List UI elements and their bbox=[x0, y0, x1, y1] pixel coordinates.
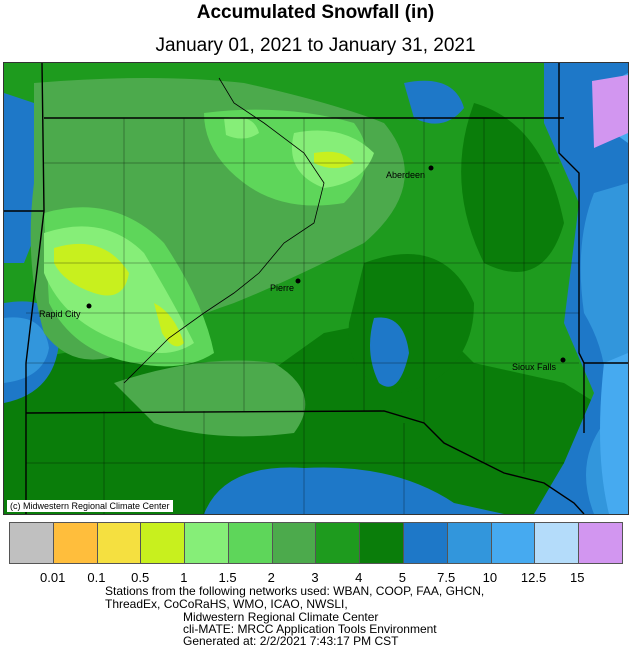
city-aberdeen: Aberdeen bbox=[386, 165, 434, 180]
city-rapid-city: Rapid City bbox=[39, 303, 92, 319]
legend-label: 10 bbox=[482, 570, 498, 585]
legend-label: 15 bbox=[570, 570, 585, 585]
legend-swatch bbox=[360, 523, 405, 563]
copyright-notice: (c) Midwestern Regional Climate Center bbox=[7, 500, 173, 512]
snow-zone-7in-south bbox=[204, 467, 504, 514]
footer-networks-1: Stations from the following networks use… bbox=[105, 584, 485, 598]
snow-zone-1in-rapid bbox=[54, 243, 129, 296]
legend-label: 7.5 bbox=[437, 570, 456, 585]
snow-zone-1in-northwest bbox=[224, 117, 259, 139]
legend-swatch bbox=[579, 523, 622, 563]
city-label: Aberdeen bbox=[386, 170, 425, 180]
legend-label: 0.5 bbox=[131, 570, 150, 585]
snow-zone-12in-se bbox=[600, 353, 628, 514]
snowfall-map: Aberdeen Pierre Rapid City Sioux Falls (… bbox=[3, 62, 629, 515]
map-subtitle: January 01, 2021 to January 31, 2021 bbox=[155, 35, 476, 56]
legend-label: 4 bbox=[355, 570, 363, 585]
legend-swatch bbox=[97, 523, 142, 563]
county-lines bbox=[26, 118, 579, 514]
legend-swatch bbox=[447, 523, 492, 563]
footer-tool: cli-MATE: MRCC Application Tools Environ… bbox=[183, 622, 437, 636]
city-sioux-falls: Sioux Falls bbox=[512, 357, 566, 372]
snow-zone-7in-lake bbox=[370, 317, 409, 387]
legend-swatch bbox=[53, 523, 98, 563]
legend-swatch bbox=[141, 523, 186, 563]
legend-label: 1 bbox=[180, 570, 188, 585]
legend-swatch bbox=[185, 523, 229, 563]
snow-zone-1in-hills bbox=[154, 303, 184, 347]
snowfall-map-canvas: Aberdeen Pierre Rapid City Sioux Falls bbox=[4, 63, 628, 514]
legend-labels: 0.01 0.1 0.5 1 1.5 2 3 4 5 7.5 10 12.5 15 bbox=[9, 570, 621, 586]
legend-label: 1.5 bbox=[218, 570, 237, 585]
legend-swatch bbox=[491, 523, 536, 563]
legend-swatch bbox=[535, 523, 580, 563]
legend-label: 0.01 bbox=[40, 570, 66, 585]
legend-label: 2 bbox=[267, 570, 275, 585]
footer-org: Midwestern Regional Climate Center bbox=[183, 610, 379, 624]
legend-swatch bbox=[404, 523, 448, 563]
legend-label: 5 bbox=[398, 570, 407, 585]
snow-zone-3in-south bbox=[114, 360, 306, 437]
legend-label: 0.1 bbox=[87, 570, 106, 585]
legend-label: 12.5 bbox=[520, 570, 547, 585]
legend-swatch bbox=[272, 523, 317, 563]
legend-label: 3 bbox=[311, 570, 319, 585]
snow-zone-15in-ne bbox=[592, 75, 628, 148]
missouri-river bbox=[123, 77, 325, 384]
city-label: Pierre bbox=[270, 283, 294, 293]
legend-swatch bbox=[316, 523, 361, 563]
snow-zone-5in-east bbox=[461, 103, 564, 272]
footer-generated: Generated at: 2/2/2021 7:43:17 PM CST bbox=[183, 634, 399, 648]
legend-swatch bbox=[10, 523, 54, 563]
snow-zone-10in-rapid bbox=[4, 317, 49, 383]
city-pierre: Pierre bbox=[270, 278, 301, 293]
footer-networks-2: ThreadEx, CoCoRaHS, WMO, ICAO, NWSLI, bbox=[105, 597, 348, 611]
legend-swatch bbox=[228, 523, 273, 563]
snow-zone-7in-north bbox=[404, 80, 464, 124]
snow-zone-1in-aberdeen bbox=[314, 151, 354, 168]
color-legend bbox=[9, 522, 623, 564]
city-label: Sioux Falls bbox=[512, 362, 557, 372]
map-title: Accumulated Snowfall (in) bbox=[196, 2, 435, 23]
city-label: Rapid City bbox=[39, 309, 81, 319]
